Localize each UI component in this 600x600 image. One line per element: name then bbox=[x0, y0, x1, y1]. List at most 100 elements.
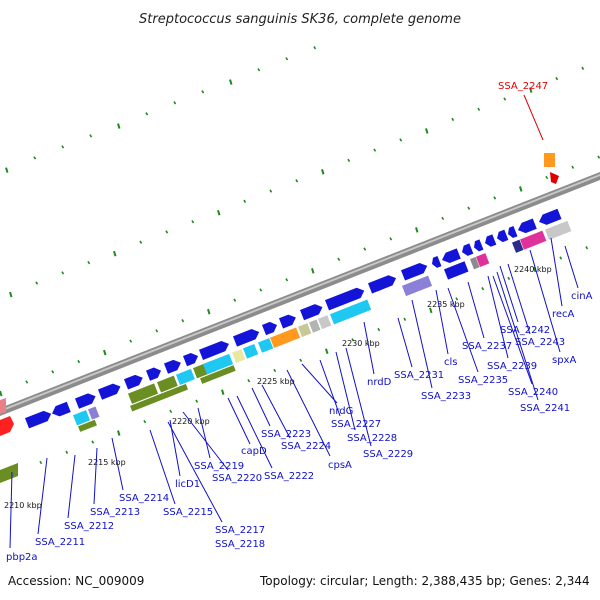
gene-features[interactable] bbox=[25, 208, 572, 432]
gene-label-ssa-2219[interactable]: SSA_2219 bbox=[194, 461, 244, 472]
gene-arrow-forward[interactable] bbox=[262, 320, 279, 336]
gene-label-reca[interactable]: recA bbox=[552, 309, 575, 320]
gene-arrow-forward[interactable] bbox=[164, 358, 183, 374]
gene-label-ssa-2211[interactable]: SSA_2211 bbox=[35, 537, 85, 548]
gene-box-reverse[interactable] bbox=[309, 319, 321, 333]
guide-dot bbox=[451, 117, 455, 122]
gene-label-ssa-2231[interactable]: SSA_2231 bbox=[394, 370, 444, 381]
gene-label-ssa-2239[interactable]: SSA_2239 bbox=[487, 361, 537, 372]
highlighted-gene-arrow[interactable] bbox=[550, 172, 559, 184]
gene-arrow-forward[interactable] bbox=[233, 327, 261, 347]
guide-dot bbox=[533, 266, 537, 273]
gene-label-ssa-2212[interactable]: SSA_2212 bbox=[64, 521, 114, 532]
gene-label-ssa-2215[interactable]: SSA_2215 bbox=[163, 507, 213, 518]
gene-label-cina[interactable]: cinA bbox=[571, 291, 593, 302]
gene-box-reverse[interactable] bbox=[470, 256, 480, 270]
gene-label-ssa-2247[interactable]: SSA_2247 bbox=[498, 81, 548, 92]
gene-box-reverse[interactable] bbox=[298, 323, 312, 338]
gene-label-nrdd[interactable]: nrdD bbox=[367, 377, 392, 388]
gene-arrow-forward[interactable] bbox=[25, 409, 53, 429]
gene-box-reverse[interactable] bbox=[270, 327, 301, 349]
gene-box-reverse[interactable] bbox=[243, 344, 259, 359]
gene-label-ssa-2223[interactable]: SSA_2223 bbox=[261, 429, 311, 440]
gene-label-ssa-2227[interactable]: SSA_2227 bbox=[331, 419, 381, 430]
gene-arrow-forward[interactable] bbox=[483, 234, 497, 248]
gene-box-reverse[interactable] bbox=[258, 338, 274, 353]
gene-arrow-forward[interactable] bbox=[183, 351, 200, 367]
highlighted-gene-group[interactable]: SSA_2247 bbox=[498, 81, 559, 184]
gene-box-reverse[interactable] bbox=[545, 220, 572, 240]
gene-label-ssa-2242[interactable]: SSA_2242 bbox=[500, 325, 550, 336]
guide-dot bbox=[373, 148, 377, 152]
gene-label-spxa[interactable]: spxA bbox=[552, 355, 576, 366]
gene-arrow-forward[interactable] bbox=[98, 381, 122, 400]
gene-arrow-forward[interactable] bbox=[495, 229, 509, 244]
gene-arrow-forward[interactable] bbox=[472, 239, 484, 252]
gene-box-reverse[interactable] bbox=[520, 230, 547, 250]
gene-box-reverse[interactable] bbox=[232, 349, 246, 363]
gene-arrow-forward[interactable] bbox=[460, 243, 474, 257]
gene-label-ssa-2241[interactable]: SSA_2241 bbox=[520, 403, 570, 414]
gene-arrow-forward[interactable] bbox=[199, 339, 231, 360]
kbp-tick-2230: 2230 kbp bbox=[342, 339, 380, 348]
gene-arrow-forward[interactable] bbox=[401, 261, 429, 281]
gene-subband[interactable] bbox=[200, 365, 236, 384]
gene-label-ssa-2214[interactable]: SSA_2214 bbox=[119, 493, 169, 504]
gene-label-ssa-2217[interactable]: SSA_2217 bbox=[215, 525, 265, 536]
gene-box-reverse[interactable] bbox=[88, 406, 100, 420]
guide-dot bbox=[481, 287, 485, 291]
gene-label-ssa-2220[interactable]: SSA_2220 bbox=[212, 473, 262, 484]
gene-arrow-forward[interactable] bbox=[279, 312, 298, 329]
gene-arrow-forward[interactable] bbox=[50, 401, 71, 419]
gene-label-ssa-2218[interactable]: SSA_2218 bbox=[215, 539, 265, 550]
gene-box-reverse[interactable] bbox=[128, 383, 159, 404]
gene-box-reverse[interactable] bbox=[402, 275, 433, 297]
gene-label-ssa-2222[interactable]: SSA_2222 bbox=[264, 471, 314, 482]
gene-box-reverse[interactable] bbox=[476, 253, 490, 268]
gene-arrow-forward[interactable] bbox=[368, 273, 398, 294]
leader-line bbox=[149, 429, 176, 505]
gene-label-ssa-2243[interactable]: SSA_2243 bbox=[515, 337, 565, 348]
gene-arrow-forward[interactable] bbox=[440, 248, 461, 265]
gene-label-capd[interactable]: capD bbox=[241, 446, 267, 457]
guide-dot bbox=[143, 419, 147, 424]
guide-dot bbox=[581, 66, 585, 70]
gene-label-pbp2a[interactable]: pbp2a bbox=[6, 552, 38, 563]
guide-dot bbox=[87, 260, 91, 265]
gene-box-reverse[interactable] bbox=[318, 315, 332, 330]
gene-box-reverse[interactable] bbox=[330, 299, 372, 325]
gene-label-ssa-2237[interactable]: SSA_2237 bbox=[462, 341, 512, 352]
gene-arrow-forward[interactable] bbox=[75, 391, 98, 409]
gene-label-ssa-2229[interactable]: SSA_2229 bbox=[363, 449, 413, 460]
gene-arrow-forward[interactable] bbox=[146, 365, 163, 381]
gene-box-reverse[interactable] bbox=[444, 261, 469, 280]
gene-box-reverse[interactable] bbox=[176, 368, 195, 386]
gene-label-ssa-2224[interactable]: SSA_2224 bbox=[281, 441, 331, 452]
gene-label-ssa-2228[interactable]: SSA_2228 bbox=[347, 433, 397, 444]
gene-box-reverse[interactable] bbox=[157, 375, 178, 393]
gene-label-ssa-2240[interactable]: SSA_2240 bbox=[508, 387, 558, 398]
guide-dot bbox=[61, 271, 65, 275]
gene-box-reverse[interactable] bbox=[73, 410, 91, 426]
highlighted-gene-box[interactable] bbox=[544, 153, 555, 167]
gene-arrow-forward[interactable] bbox=[124, 373, 145, 390]
gene-label-cls[interactable]: cls bbox=[444, 357, 458, 368]
gene-label-nrdg[interactable]: nrdG bbox=[329, 406, 353, 417]
leader-line bbox=[93, 447, 98, 505]
gene-arrow-forward[interactable] bbox=[430, 255, 442, 269]
gene-label-licd1[interactable]: licD1 bbox=[175, 479, 200, 490]
gene-arrow-forward[interactable] bbox=[516, 218, 537, 235]
guide-dot bbox=[155, 329, 159, 333]
gene-label-ssa-2235[interactable]: SSA_2235 bbox=[458, 375, 508, 386]
gene-arrow-forward[interactable] bbox=[325, 286, 366, 311]
gene-subband[interactable] bbox=[130, 383, 189, 412]
gene-arrow-forward[interactable] bbox=[506, 226, 518, 239]
gene-label-cpsa[interactable]: cpsA bbox=[328, 460, 352, 471]
gene-arrow-forward[interactable] bbox=[300, 302, 324, 321]
gene-box-reverse[interactable] bbox=[203, 353, 234, 375]
gene-subband[interactable] bbox=[78, 419, 97, 432]
gene-box-reverse[interactable] bbox=[512, 239, 524, 253]
gene-label-ssa-2233[interactable]: SSA_2233 bbox=[421, 391, 471, 402]
gene-arrow-forward[interactable] bbox=[537, 208, 562, 227]
gene-label-ssa-2213[interactable]: SSA_2213 bbox=[90, 507, 140, 518]
